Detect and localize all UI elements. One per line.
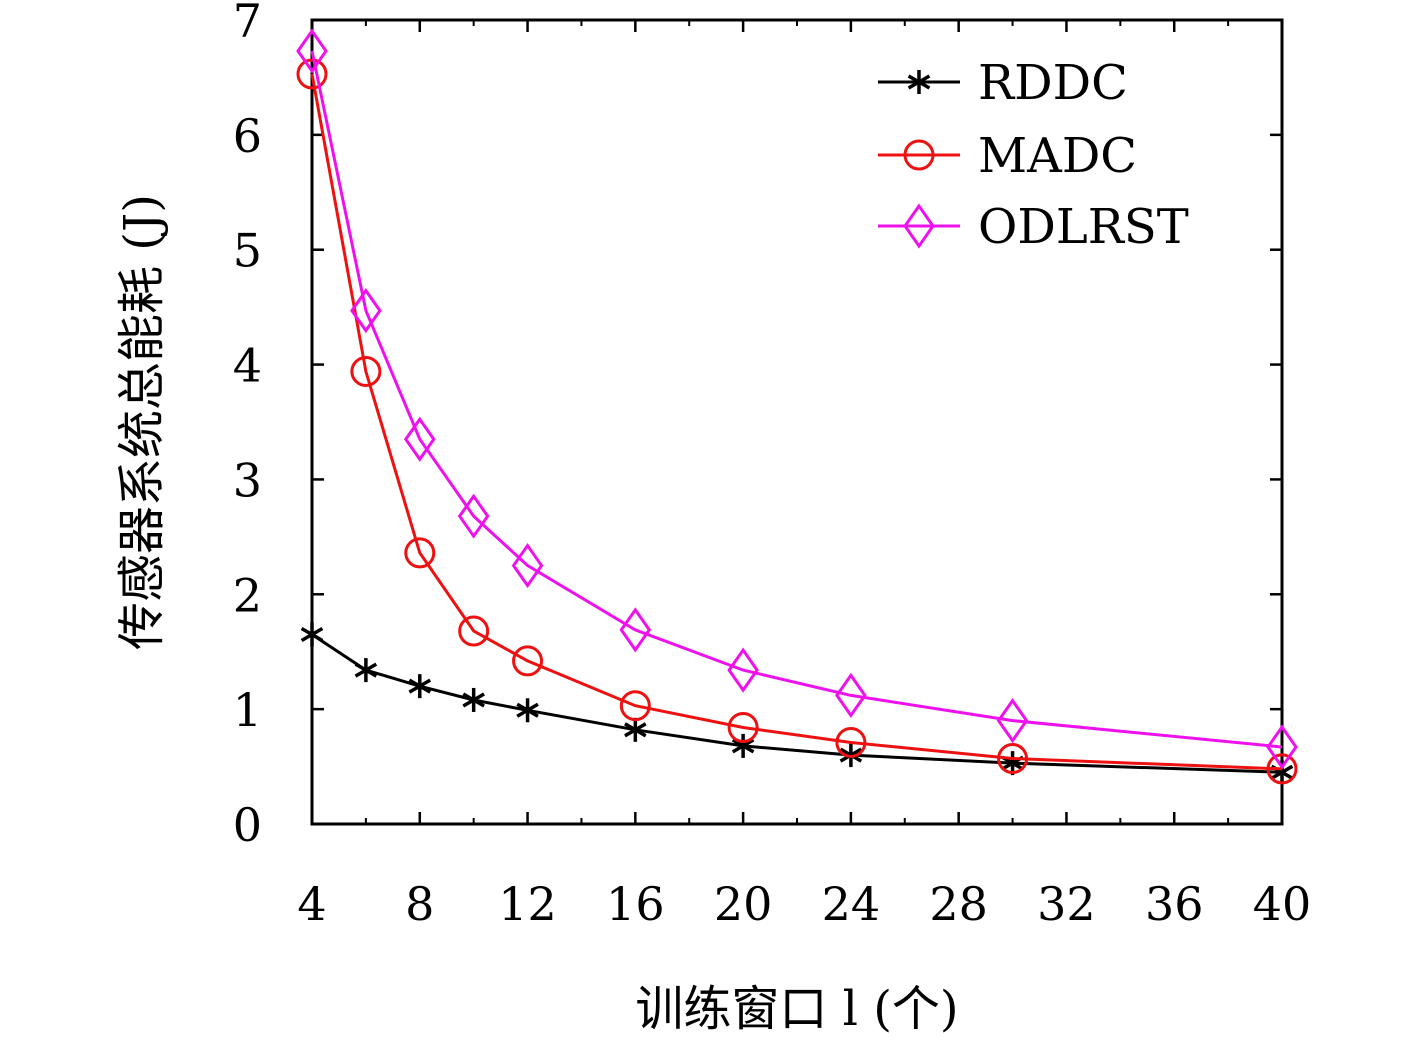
data-point-madc (404, 537, 436, 569)
legend: RDDC MADC ODLRST (878, 55, 1189, 255)
legend-marker-odlrst (903, 203, 935, 249)
x-tick-label: 8 (405, 877, 434, 931)
y-tick-label: 0 (233, 798, 262, 852)
data-point-rddc (624, 717, 647, 742)
data-point-madc (458, 615, 490, 647)
data-point-odlrst (296, 28, 328, 74)
data-point-odlrst (403, 416, 436, 462)
data-point-rddc (516, 698, 539, 723)
legend-label-odlrst: ODLRST (978, 199, 1189, 255)
legend-item-madc: MADC (878, 128, 1137, 184)
series-line-odlrst (310, 50, 1283, 749)
legend-label-madc: MADC (978, 128, 1137, 184)
y-tick-label: 2 (233, 568, 262, 622)
data-point-odlrst (727, 647, 759, 693)
data-point-madc (512, 645, 544, 677)
data-point-rddc (408, 674, 432, 699)
data-point-rddc (354, 658, 378, 683)
data-point-rddc (731, 733, 755, 758)
x-tick-label: 4 (297, 877, 326, 931)
legend-marker-rddc (907, 70, 931, 94)
x-tick-label: 24 (822, 877, 881, 931)
legend-item-odlrst: ODLRST (878, 199, 1189, 255)
data-point-madc (296, 58, 328, 90)
data-point-odlrst (619, 607, 652, 653)
legend-label-rddc: RDDC (978, 55, 1128, 111)
data-point-rddc (462, 687, 485, 712)
y-tick-label: 4 (233, 339, 262, 393)
y-tick-label: 5 (233, 224, 262, 278)
data-point-madc (997, 743, 1029, 775)
x-tick-label: 16 (606, 877, 665, 931)
legend-item-rddc: RDDC (878, 55, 1128, 111)
x-tick-label: 20 (714, 877, 773, 931)
data-point-odlrst (996, 698, 1029, 744)
data-point-madc (835, 726, 867, 758)
data-point-odlrst (835, 672, 867, 718)
series-rddc (300, 622, 1294, 785)
data-point-odlrst (511, 542, 544, 589)
x-tick-label: 12 (498, 877, 557, 931)
data-point-odlrst (350, 287, 382, 334)
data-point-madc (619, 690, 651, 722)
legend-marker-madc (903, 139, 935, 171)
series-group (296, 28, 1298, 785)
data-point-madc (350, 355, 382, 387)
series-line-rddc (311, 633, 1283, 774)
x-tick-label: 32 (1037, 877, 1096, 931)
series-odlrst (296, 28, 1298, 770)
data-point-odlrst (1266, 724, 1298, 770)
y-tick-label: 1 (233, 683, 262, 737)
y-tick-label: 3 (233, 453, 262, 507)
x-tick-label: 36 (1145, 877, 1204, 931)
x-tick-label: 40 (1253, 877, 1312, 931)
y-tick-label: 7 (233, 0, 262, 48)
x-tick-label: 28 (929, 877, 988, 931)
data-point-madc (727, 712, 759, 744)
y-axis-title: 传感器系统总能耗 (J) (114, 194, 170, 650)
data-point-madc (1266, 753, 1298, 785)
series-madc (296, 58, 1298, 785)
x-axis-title: 训练窗口 l (个) (635, 981, 958, 1037)
y-tick-label: 6 (233, 109, 262, 163)
series-line-madc (310, 73, 1283, 771)
data-point-rddc (300, 622, 324, 647)
data-point-odlrst (457, 493, 490, 539)
